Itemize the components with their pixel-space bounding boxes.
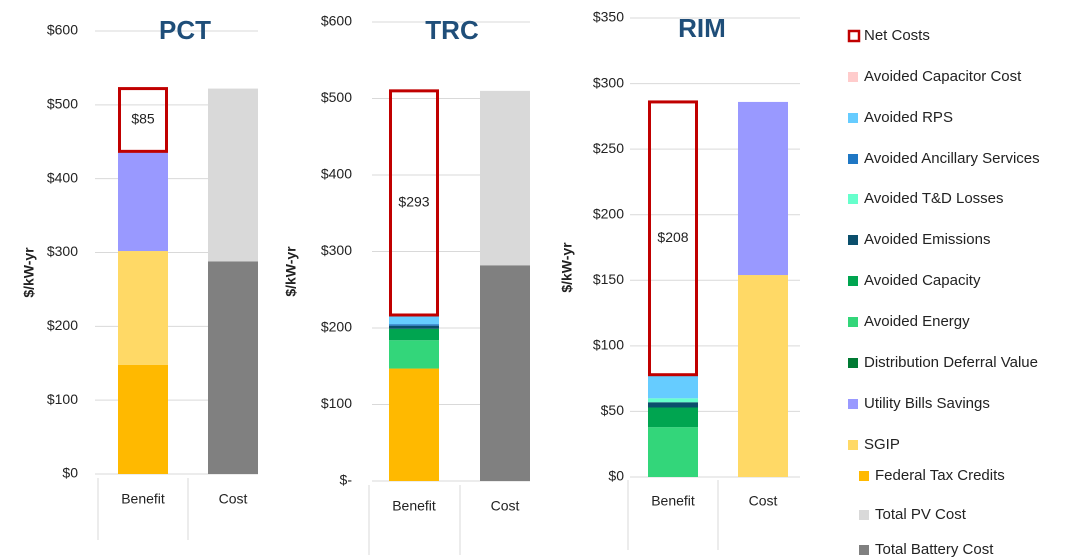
legend-marker xyxy=(848,235,858,245)
y-tick-label: $300 xyxy=(47,243,78,259)
y-tick-label: $- xyxy=(340,472,353,488)
legend-label: Avoided Ancillary Services xyxy=(864,150,1040,167)
legend-label: Utility Bills Savings xyxy=(864,395,990,412)
legend-marker xyxy=(848,194,858,204)
legend-marker xyxy=(848,154,858,164)
legend-marker xyxy=(848,440,858,450)
y-tick-label: $400 xyxy=(321,166,352,182)
bar-segment xyxy=(738,275,788,477)
y-axis-label: $/kW-yr xyxy=(283,246,299,297)
y-tick-label: $100 xyxy=(321,395,352,411)
y-tick-label: $400 xyxy=(47,169,78,185)
y-tick-label: $200 xyxy=(47,317,78,333)
chart-panel: $- $100 $200 $300 $400 $500 $600 $/kW-yr TRC Bene… xyxy=(258,0,530,559)
y-tick-label: $250 xyxy=(593,140,624,156)
data-label: $85 xyxy=(131,111,155,127)
chart-title: PCT xyxy=(159,15,211,45)
legend-label: Avoided Emissions xyxy=(864,231,990,248)
legend-label: Avoided Capacity xyxy=(864,272,981,289)
legend-label: SGIP xyxy=(864,436,900,453)
x-tick-label: Cost xyxy=(219,491,248,507)
y-tick-label: $100 xyxy=(47,391,78,407)
y-tick-label: $600 xyxy=(321,13,352,29)
legend-label: Avoided Energy xyxy=(864,313,970,330)
net-cost-box xyxy=(389,89,439,317)
bar-segment xyxy=(648,374,698,399)
bar-segment xyxy=(389,324,439,326)
y-tick-label: $100 xyxy=(593,337,624,353)
legend-marker xyxy=(859,471,869,481)
bar-segment xyxy=(118,151,168,252)
y-tick-label: $150 xyxy=(593,271,624,287)
x-tick-label: Cost xyxy=(749,493,778,509)
bar-segment xyxy=(648,398,698,403)
bar-segment xyxy=(648,402,698,408)
y-tick-label: $350 xyxy=(593,9,624,25)
y-tick-label: $300 xyxy=(593,74,624,90)
chart-title: RIM xyxy=(678,13,726,43)
y-tick-label: $0 xyxy=(62,465,78,481)
legend-label: Avoided RPS xyxy=(864,109,953,126)
y-tick-label: $50 xyxy=(601,402,625,418)
legend-marker xyxy=(848,317,858,327)
legend-label: Total Battery Cost xyxy=(875,541,994,558)
bar-segment xyxy=(389,328,439,341)
chart-panel: $0 $50 $100 $150 $200 $250 $300 $350 $/kW-yr RIM B… xyxy=(530,0,830,559)
bar-segment xyxy=(389,340,439,369)
y-tick-label: $500 xyxy=(47,96,78,112)
y-tick-label: $0 xyxy=(608,468,624,484)
legend-marker xyxy=(848,72,858,82)
net-cost-box xyxy=(648,100,698,377)
legend-label: Distribution Deferral Value xyxy=(864,354,1038,371)
net-cost-box xyxy=(118,87,168,153)
x-tick-label: Benefit xyxy=(392,498,436,514)
x-tick-label: Benefit xyxy=(121,491,165,507)
legend-label: Net Costs xyxy=(864,27,930,44)
bar-segment xyxy=(480,90,530,266)
legend-marker xyxy=(848,276,858,286)
y-axis-label: $/kW-yr xyxy=(21,247,37,298)
bar-segment xyxy=(648,407,698,428)
legend-label: Federal Tax Credits xyxy=(875,467,1005,484)
data-label: $293 xyxy=(398,194,429,210)
y-axis-label: $/kW-yr xyxy=(559,242,575,293)
legend-marker xyxy=(847,29,861,43)
data-label: $208 xyxy=(657,229,688,245)
bar-segment xyxy=(738,101,788,276)
y-tick-label: $200 xyxy=(593,205,624,221)
bar-segment xyxy=(389,368,439,481)
x-tick-label: Cost xyxy=(491,498,520,514)
y-tick-label: $500 xyxy=(321,89,352,105)
chart-title: TRC xyxy=(425,15,479,45)
bar-segment xyxy=(648,427,698,477)
legend-marker xyxy=(859,545,869,555)
bar-segment xyxy=(389,314,439,325)
bar-segment xyxy=(480,265,530,481)
legend-label: Avoided T&D Losses xyxy=(864,190,1004,207)
legend-marker xyxy=(848,399,858,409)
legend-label: Avoided Capacitor Cost xyxy=(864,68,1022,85)
bar-segment xyxy=(118,364,168,474)
legend-marker xyxy=(859,510,869,520)
bar-segment xyxy=(208,88,258,262)
legend-marker xyxy=(848,358,858,368)
y-tick-label: $200 xyxy=(321,319,352,335)
bar-segment xyxy=(389,325,439,329)
chart-panel: $0 $100 $200 $300 $400 $500 $600 $/kW-yr PCT Bene… xyxy=(0,0,258,559)
bar-segment xyxy=(118,251,168,365)
legend-label: Total PV Cost xyxy=(875,506,967,523)
y-tick-label: $600 xyxy=(47,22,78,38)
bar-segment xyxy=(208,261,258,474)
x-tick-label: Benefit xyxy=(651,493,695,509)
legend-marker xyxy=(848,113,858,123)
y-tick-label: $300 xyxy=(321,242,352,258)
